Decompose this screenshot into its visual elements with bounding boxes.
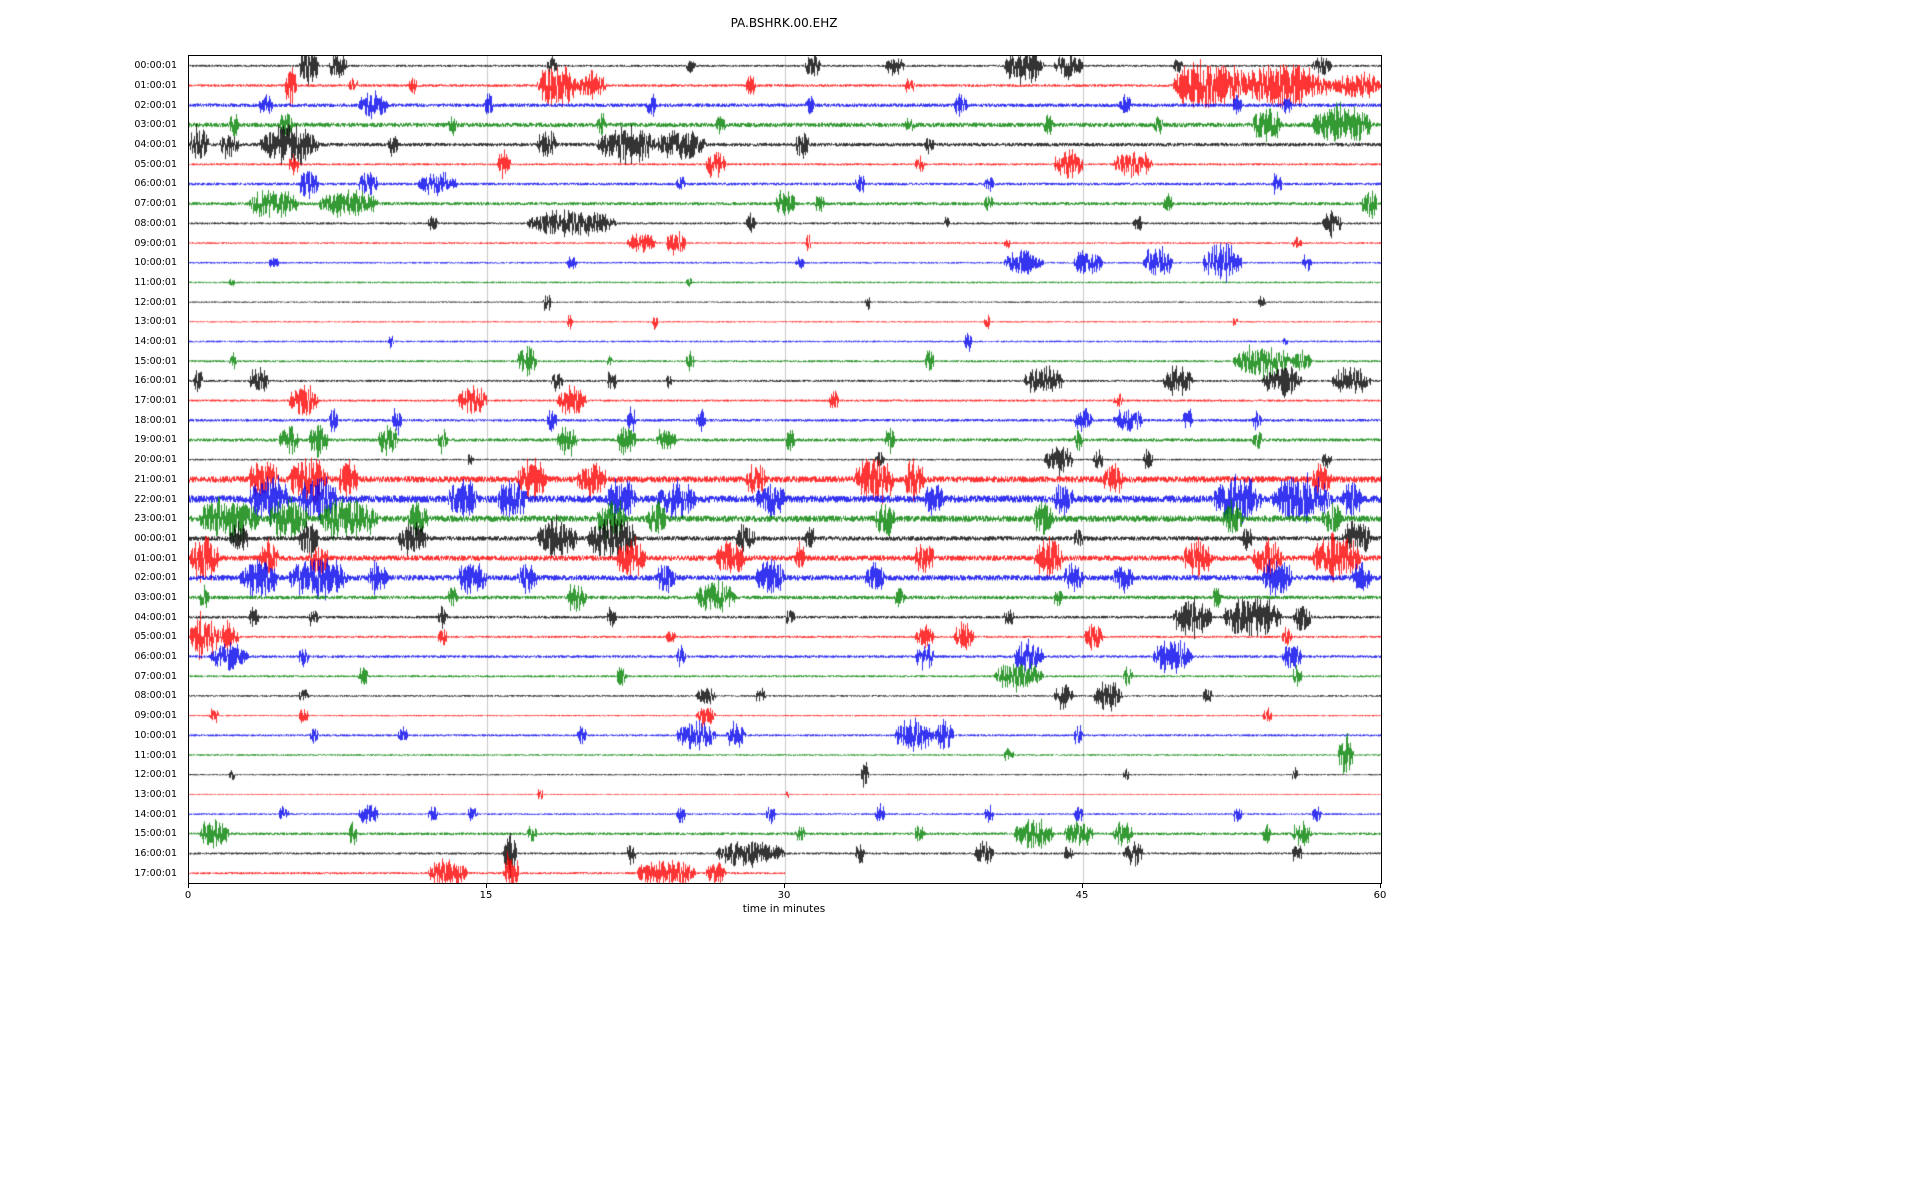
row-time-label: 05:00:01 (134, 631, 177, 643)
row-time-label: 06:00:01 (134, 178, 177, 190)
row-time-label: 15:00:01 (134, 355, 177, 367)
row-time-label: 00:00:01 (134, 60, 177, 72)
x-tick-mark (1380, 883, 1381, 888)
row-time-label: 20:00:01 (134, 454, 177, 466)
row-time-label: 13:00:01 (134, 788, 177, 800)
chart-title: PA.BSHRK.00.EHZ (730, 16, 838, 30)
row-time-label: 09:00:01 (134, 710, 177, 722)
row-time-label: 23:00:01 (134, 513, 177, 525)
row-time-label: 16:00:01 (134, 375, 177, 387)
row-time-label: 00:00:01 (134, 532, 177, 544)
row-time-label: 07:00:01 (134, 198, 177, 210)
row-time-label: 04:00:01 (134, 611, 177, 623)
x-tick-mark (486, 883, 487, 888)
row-time-label: 21:00:01 (134, 473, 177, 485)
row-time-label: 04:00:01 (134, 139, 177, 151)
row-time-label: 08:00:01 (134, 217, 177, 229)
x-tick-label: 60 (1373, 890, 1387, 901)
x-tick-label: 45 (1075, 890, 1089, 901)
x-tick-label: 15 (479, 890, 493, 901)
row-time-label: 14:00:01 (134, 336, 177, 347)
row-time-label: 12:00:01 (134, 296, 177, 308)
row-time-label: 07:00:01 (134, 670, 177, 682)
row-time-label: 01:00:01 (134, 552, 177, 564)
waveform-canvas (189, 56, 1381, 883)
row-time-label: 19:00:01 (134, 434, 177, 446)
row-time-label: 03:00:01 (134, 119, 177, 131)
row-time-label: 01:00:01 (134, 80, 177, 92)
row-time-label: 17:00:01 (134, 395, 177, 407)
row-time-label: 13:00:01 (134, 316, 177, 328)
row-time-label: 02:00:01 (134, 99, 177, 111)
row-time-label: 03:00:01 (134, 591, 177, 603)
row-time-label: 22:00:01 (134, 493, 177, 505)
row-time-label: 14:00:01 (134, 808, 177, 820)
row-time-label: 17:00:01 (134, 867, 177, 879)
row-time-label: 18:00:01 (134, 414, 177, 426)
x-tick-mark (188, 883, 189, 888)
row-time-label: 12:00:01 (134, 769, 177, 781)
row-time-label: 08:00:01 (134, 690, 177, 702)
row-time-label: 02:00:01 (134, 572, 177, 584)
x-tick-mark (1082, 883, 1083, 888)
plot-area (188, 55, 1382, 884)
row-time-label: 15:00:01 (134, 828, 177, 840)
x-tick-mark (784, 883, 785, 888)
row-time-label: 16:00:01 (134, 847, 177, 859)
row-time-label: 11:00:01 (134, 749, 177, 761)
x-tick-label: 0 (184, 890, 192, 901)
row-time-label: 06:00:01 (134, 651, 177, 663)
x-axis-label: time in minutes (742, 903, 826, 915)
x-axis-ticks: 0 15 30 45 60 (184, 883, 1386, 917)
row-time-label: 05:00:01 (134, 158, 177, 170)
row-time-label: 10:00:01 (134, 257, 177, 269)
x-tick-label: 30 (777, 890, 791, 901)
row-time-label: 09:00:01 (134, 237, 177, 249)
row-time-label: 11:00:01 (134, 276, 177, 288)
y-axis-row-labels: 00:00:01 01:00:01 02:00:01 03:00:01 04:00:01… (0, 56, 183, 883)
row-time-label: 10:00:01 (134, 729, 177, 741)
